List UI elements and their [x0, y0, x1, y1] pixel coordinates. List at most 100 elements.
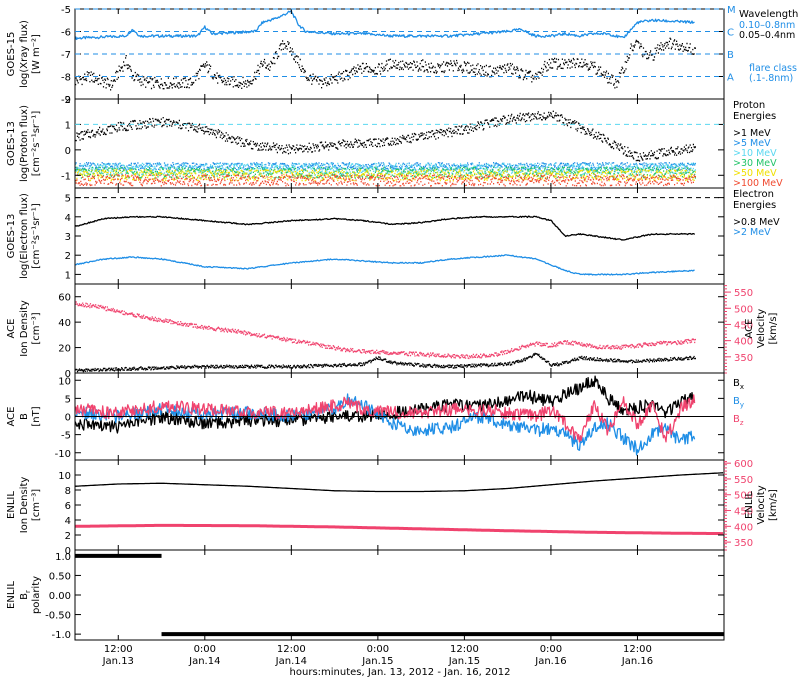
legend-entry: Bz [733, 414, 744, 427]
y-axis-title: Br [19, 590, 32, 600]
legend-title: Energies [733, 111, 776, 122]
y2-tick-label: 350 [734, 538, 753, 549]
legend-entry: Bx [733, 378, 744, 391]
y-tick-label: 2 [65, 95, 71, 106]
y2-tick-label: 600 [734, 459, 753, 470]
x-tick-time: 0:00 [540, 644, 562, 655]
y-axis-title: GOES-13 [6, 214, 17, 259]
legend-entry: >1 MeV [733, 128, 771, 139]
y-axis-title: B [19, 413, 30, 420]
y-axis-title: log(Xray flux) [19, 20, 30, 88]
y-axis-title: GOES-13 [6, 121, 17, 166]
y-axis-title: ACE [6, 407, 17, 427]
x-axis-title: hours:minutes, Jan. 13, 2012 - Jan. 16, … [290, 667, 511, 678]
y2-tick-label: 400 [734, 337, 753, 348]
y-axis-title: [cm⁻³] [31, 489, 42, 521]
y-axis-title: ENLIL [6, 581, 17, 609]
y2-tick-label: 550 [734, 288, 753, 299]
y-tick-label: 60 [58, 293, 71, 304]
y-tick-label: -1 [61, 171, 71, 182]
x-tick-date: Jan.15 [361, 656, 393, 667]
data-layer [74, 9, 724, 637]
legend-entry: 0.10–0.8nm [739, 20, 795, 31]
y2-tick-label: 450 [734, 320, 753, 331]
y-tick-label: 0 [65, 369, 71, 380]
x-tick-date: Jan.13 [102, 656, 134, 667]
y2-axis-title: ACE [744, 319, 755, 339]
y-tick-label: -1.0 [51, 630, 71, 641]
legend-title: Wavelength [739, 9, 798, 20]
legend-entry-sub: z [740, 419, 744, 427]
y-tick-label: 0.00 [49, 591, 71, 602]
legend-title: Electron [733, 189, 774, 200]
y2-tick-label: 450 [734, 507, 753, 518]
series-dots [75, 301, 696, 360]
y2-tick-label: 550 [734, 475, 753, 486]
y2-tick-label: 500 [734, 491, 753, 502]
panel-frame [74, 459, 725, 551]
series-dots [75, 174, 696, 187]
y-tick-label: 2 [65, 251, 71, 262]
y-tick-label: 20 [58, 344, 71, 355]
flare-level-label: M [727, 5, 736, 16]
y-tick-label: 10 [58, 471, 71, 482]
series-line [74, 375, 696, 434]
y-tick-label: -9 [61, 95, 71, 106]
y-tick-label: 40 [58, 318, 71, 329]
x-tick-date: Jan.14 [188, 656, 220, 667]
y-tick-label: -5 [61, 5, 71, 16]
legend-entry: >100 MeV [733, 178, 783, 189]
x-tick-date: Jan.16 [621, 656, 653, 667]
series-line [75, 254, 695, 276]
x-tick-time: 12:00 [104, 644, 133, 655]
y-axis-title: ENLIL [6, 491, 17, 519]
y-axis-title-sub: r [24, 590, 32, 593]
x-tick-time: 12:00 [623, 644, 652, 655]
x-tick-time: 12:00 [277, 644, 306, 655]
series-line [74, 523, 724, 536]
legend-entry: >30 MeV [733, 158, 777, 169]
legend-entry-sub: y [740, 401, 744, 409]
legend-entry: >5 MeV [733, 138, 771, 149]
y-tick-label: 1 [65, 120, 71, 131]
flare-level-label: B [727, 50, 734, 61]
y-tick-label: 0.50 [49, 571, 71, 582]
y-tick-label: -6 [61, 28, 71, 39]
legend-entry: >50 MeV [733, 168, 777, 179]
y-axis-title: log(Electron flux) [19, 193, 30, 279]
legend-entry: By [733, 396, 744, 409]
y2-tick-label: 350 [734, 353, 753, 364]
y-tick-label: 3 [65, 232, 71, 243]
y-tick-label: 0 [65, 413, 71, 424]
y-tick-label: 4 [65, 213, 71, 224]
y-tick-label: 2 [65, 531, 71, 542]
y-tick-label: 8 [65, 486, 71, 497]
x-tick-time: 12:00 [450, 644, 479, 655]
x-tick-date: Jan.14 [275, 656, 307, 667]
y2-axis-title: [km/s] [768, 312, 779, 344]
y2-axis-title: Velocity [756, 309, 767, 348]
series-dots [75, 37, 696, 91]
y-axis-title: [W m⁻²] [31, 34, 42, 74]
y-axis-title: GOES-15 [6, 32, 17, 77]
panel-frame [74, 187, 725, 285]
y2-tick-label: 500 [734, 304, 753, 315]
x-tick-date: Jan.15 [448, 656, 480, 667]
y-tick-label: 1 [65, 270, 71, 281]
legend-note: (.1-.8nm) [749, 73, 793, 84]
y-tick-label: 5 [65, 194, 71, 205]
y-axis-title: [cm⁻²s⁻¹sr⁻¹] [31, 203, 42, 269]
flare-level-label: C [727, 28, 734, 39]
y-tick-label: 10 [58, 376, 71, 387]
legend-entry: >2 MeV [733, 227, 771, 238]
y-tick-label: -0.50 [45, 611, 71, 622]
y-tick-label: -7 [61, 50, 71, 61]
panel-frame [74, 283, 725, 374]
legend-note: flare class [749, 63, 797, 74]
y-tick-label: 0 [65, 546, 71, 557]
y-tick-label: 4 [65, 516, 71, 527]
series-dots [75, 352, 696, 373]
y2-axis-title: [km/s] [768, 489, 779, 521]
y-axis-title: [nT] [31, 406, 42, 426]
